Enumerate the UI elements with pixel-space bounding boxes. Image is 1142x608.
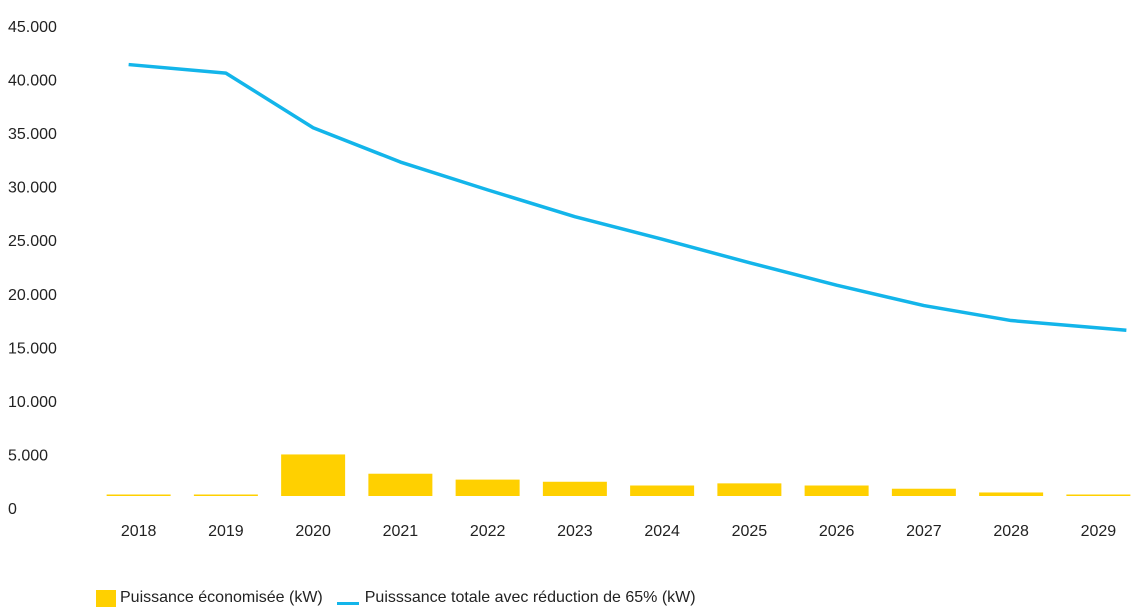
bar: [891, 488, 956, 496]
legend-bar-label: Puissance économisée (kW): [120, 589, 323, 606]
legend: Puissance économisée (kW) Puisssance tot…: [96, 588, 710, 608]
y-tick-label: 10.000: [8, 394, 57, 411]
line-series: [128, 62, 1127, 332]
bar: [193, 494, 258, 496]
bar: [979, 492, 1044, 496]
bar: [368, 473, 433, 496]
x-tick-label: 2027: [906, 523, 942, 540]
legend-bar-swatch: [96, 589, 116, 607]
x-axis-labels: 2018 2019 2020 2021 2022 2023 2024 2025 2026 2027…: [121, 523, 1116, 540]
legend-item-bar: Puissance économisée (kW): [96, 589, 323, 607]
bar: [542, 481, 607, 496]
x-tick-label: 2029: [1081, 523, 1117, 540]
y-tick-label: 20.000: [8, 287, 57, 304]
y-tick-label: 40.000: [8, 73, 57, 90]
bar: [630, 485, 695, 496]
x-tick-label: 2024: [644, 523, 680, 540]
x-tick-label: 2021: [383, 523, 419, 540]
y-tick-label: 15.000: [8, 340, 57, 357]
bar: [281, 454, 346, 496]
legend-item-line: Puisssance totale avec réduction de 65% …: [336, 589, 696, 607]
x-tick-label: 2018: [121, 523, 157, 540]
series-line: [128, 62, 1127, 332]
x-tick-label: 2020: [295, 523, 331, 540]
y-tick-label: 25.000: [8, 233, 57, 250]
bar: [717, 483, 782, 496]
y-axis-labels: 0 5.000 10.000 15.000 20.000 25.000 30.000 35.0…: [8, 19, 57, 518]
bar-series: [106, 454, 1131, 496]
bar: [804, 485, 869, 496]
y-tick-label: 5.000: [8, 447, 48, 464]
x-tick-label: 2025: [732, 523, 768, 540]
x-tick-label: 2019: [208, 523, 244, 540]
y-tick-label: 30.000: [8, 180, 57, 197]
y-tick-label: 0: [8, 501, 17, 518]
x-tick-label: 2028: [993, 523, 1029, 540]
y-tick-label: 45.000: [8, 19, 57, 36]
bar: [1066, 494, 1131, 496]
y-tick-label: 35.000: [8, 126, 57, 143]
x-tick-label: 2026: [819, 523, 855, 540]
x-tick-label: 2022: [470, 523, 506, 540]
bar: [106, 494, 171, 496]
x-tick-label: 2023: [557, 523, 593, 540]
bar: [455, 479, 520, 496]
legend-line-swatch: [336, 601, 359, 605]
legend-line-label: Puisssance totale avec réduction de 65% …: [364, 589, 696, 606]
